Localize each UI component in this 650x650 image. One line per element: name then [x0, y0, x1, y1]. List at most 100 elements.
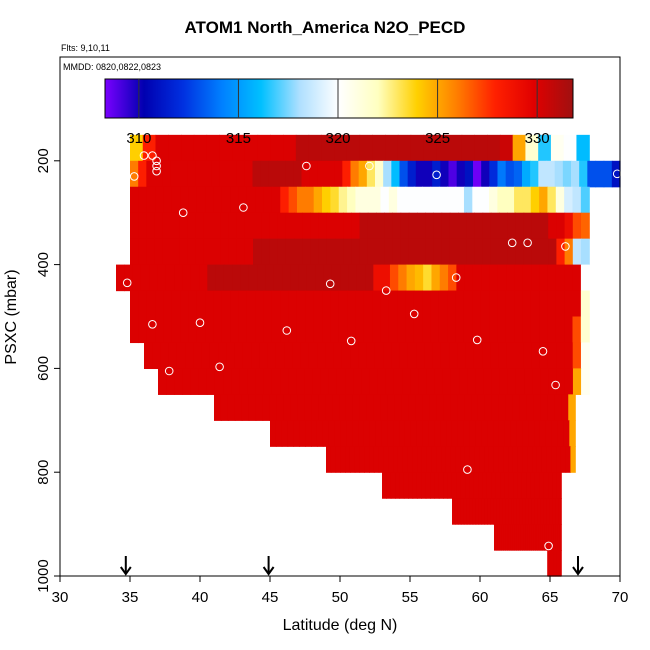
heatmap-cell	[530, 472, 536, 499]
heatmap-cell	[559, 524, 562, 551]
heatmap-cell	[170, 160, 180, 188]
heatmap-cell	[325, 342, 335, 369]
heatmap-cell	[531, 212, 541, 240]
heatmap-cell	[322, 316, 331, 344]
heatmap-cell	[450, 446, 456, 473]
heatmap-cell	[234, 394, 243, 421]
heatmap-cell	[171, 316, 181, 344]
sample-point	[346, 336, 356, 346]
heatmap-cell	[503, 524, 506, 551]
heatmap-cell	[130, 316, 139, 344]
heatmap-cell	[255, 290, 265, 318]
heatmap-cell	[480, 186, 490, 214]
heatmap-cell	[408, 394, 417, 421]
heatmap-cell	[195, 238, 205, 266]
heatmap-cell	[496, 498, 500, 525]
heatmap-cell	[526, 472, 532, 499]
heatmap-cell	[463, 420, 471, 447]
heatmap-cell	[397, 186, 407, 214]
heatmap-cell	[248, 264, 258, 292]
heatmap-cell	[283, 134, 297, 162]
heatmap-cell	[255, 368, 265, 395]
heatmap-cell	[352, 394, 361, 421]
heatmap-cell	[380, 290, 390, 318]
heatmap-cell	[308, 134, 322, 162]
heatmap-cell	[523, 342, 533, 369]
heatmap-cell	[275, 420, 283, 447]
heatmap-cell	[512, 446, 519, 473]
heatmap-cell	[441, 446, 447, 473]
heatmap-cell	[244, 160, 254, 188]
heatmap-cell	[335, 212, 344, 240]
heatmap-cell	[491, 472, 497, 499]
heatmap-cell	[611, 160, 621, 188]
sample-point	[152, 166, 161, 176]
heatmap-cell	[513, 472, 519, 499]
heatmap-cell	[166, 368, 175, 395]
heatmap-cell	[551, 524, 555, 551]
heatmap-cell	[534, 420, 541, 447]
heatmap-cell	[340, 446, 346, 473]
heatmap-cell	[426, 368, 436, 395]
heatmap-cell	[321, 134, 335, 162]
heatmap-cell	[515, 368, 525, 395]
heatmap-cell	[244, 212, 254, 240]
heatmap-cell	[490, 238, 500, 266]
heatmap-cell	[555, 290, 565, 318]
heatmap-cell	[232, 264, 242, 292]
heatmap-cell	[487, 498, 491, 525]
x-tick-label: 30	[52, 589, 69, 606]
heatmap-cell	[157, 264, 167, 292]
heatmap-cell	[482, 212, 492, 240]
heatmap-cell	[244, 134, 259, 162]
heatmap-cell	[295, 134, 310, 162]
heatmap-cell	[499, 134, 514, 162]
sample-point	[381, 286, 391, 295]
heatmap-cell	[400, 238, 410, 266]
heatmap-cell	[280, 186, 290, 214]
heatmap-cell	[548, 238, 557, 266]
heatmap-cell	[283, 394, 292, 421]
heatmap-cell	[455, 446, 461, 473]
heatmap-cell	[328, 368, 338, 395]
heatmap-cell	[248, 394, 257, 421]
heatmap-cell	[548, 212, 557, 240]
heatmap-cell	[429, 394, 437, 421]
heatmap-cell	[530, 160, 539, 188]
heatmap-cell	[230, 186, 240, 214]
heatmap-cell	[269, 394, 278, 421]
heatmap-cell	[334, 134, 348, 162]
heatmap-cell	[424, 342, 434, 369]
heatmap-cell	[402, 446, 409, 473]
heatmap-cell	[363, 316, 373, 344]
heatmap-cell	[335, 446, 341, 473]
sample-point	[122, 278, 132, 288]
heatmap-cell	[449, 212, 459, 240]
heatmap-cell	[460, 446, 466, 473]
heatmap-cell	[318, 212, 328, 240]
sample-point	[282, 326, 292, 335]
heatmap-cell	[383, 342, 392, 369]
heatmap-cell	[549, 498, 553, 525]
heatmap-cell	[290, 264, 300, 292]
heatmap-cell	[555, 524, 559, 551]
heatmap-cell	[154, 238, 164, 266]
heatmap-cell	[416, 342, 425, 369]
heatmap-cell	[473, 342, 483, 369]
heatmap-cell	[363, 186, 373, 214]
heatmap-cell	[375, 160, 384, 188]
heatmap-cell	[241, 394, 250, 421]
heatmap-cell	[534, 472, 540, 499]
heatmap-cell	[227, 394, 236, 421]
heatmap-cell	[393, 368, 403, 395]
heatmap-cell	[261, 212, 270, 240]
heatmap-cell	[552, 472, 558, 499]
heatmap-cell	[448, 134, 463, 162]
heatmap-cell	[532, 446, 538, 473]
heatmap-cell	[415, 160, 425, 188]
heatmap-cell	[190, 368, 200, 395]
heatmap-cell	[432, 342, 442, 369]
heatmap-cell	[288, 290, 298, 318]
heatmap-cell	[414, 264, 424, 292]
heatmap-cell	[580, 264, 590, 292]
